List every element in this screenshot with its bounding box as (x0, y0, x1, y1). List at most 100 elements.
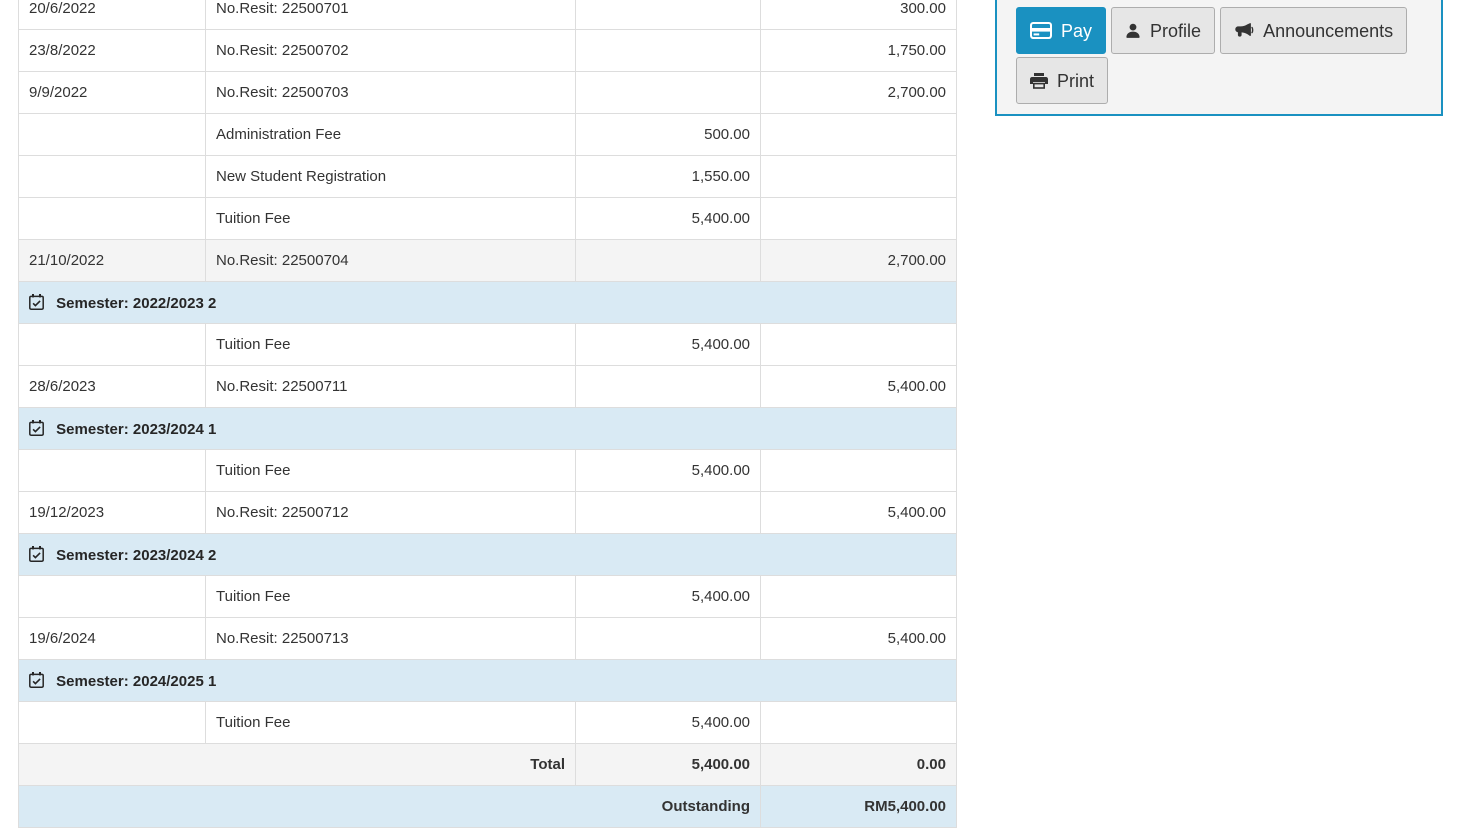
fee-charge-cell (575, 617, 761, 660)
fee-description-cell: No.Resit: 22500713 (205, 617, 576, 660)
fee-payment-cell: 300.00 (760, 0, 957, 30)
fee-row: 28/6/2023 No.Resit: 22500711 5,400.00 (18, 365, 957, 408)
printer-icon (1030, 72, 1048, 89)
fee-date-cell: 28/6/2023 (18, 365, 206, 408)
calendar-check-icon (29, 293, 44, 310)
semester-label: Semester: 2023/2024 2 (56, 546, 217, 564)
fee-row: 9/9/2022 No.Resit: 22500703 2,700.00 (18, 71, 957, 114)
pay-button[interactable]: Pay (1016, 7, 1107, 54)
fee-payment-cell (760, 449, 957, 492)
print-button[interactable]: Print (1016, 57, 1109, 104)
fee-date-cell (18, 323, 206, 366)
fee-charge-cell (575, 29, 761, 72)
semester-row: Semester: 2024/2025 1 (18, 659, 957, 702)
print-button-label: Print (1057, 70, 1095, 91)
semester-header-cell: Semester: 2023/2024 1 (18, 407, 957, 450)
fee-row: 20/6/2022 No.Resit: 22500701 300.00 (18, 0, 957, 30)
semester-label: Semester: 2024/2025 1 (56, 672, 217, 690)
fee-row: 19/6/2024 No.Resit: 22500713 5,400.00 (18, 617, 957, 660)
outstanding-label-cell: Outstanding (18, 785, 761, 828)
fee-description-cell: Tuition Fee (205, 323, 576, 366)
fee-date-cell (18, 449, 206, 492)
fee-charge-cell: 5,400.00 (575, 575, 761, 618)
fee-charge-cell (575, 239, 761, 282)
fee-date-cell (18, 197, 206, 240)
fee-date-cell (18, 575, 206, 618)
fee-date-cell: 20/6/2022 (18, 0, 206, 30)
profile-button[interactable]: Profile (1111, 7, 1216, 54)
announcements-button-label: Announcements (1263, 20, 1394, 41)
semester-row: Semester: 2023/2024 2 (18, 533, 957, 576)
semester-header-cell: Semester: 2024/2025 1 (18, 659, 957, 702)
fee-date-cell: 19/6/2024 (18, 617, 206, 660)
semester-row: Semester: 2023/2024 1 (18, 407, 957, 450)
fee-charge-cell: 5,400.00 (575, 701, 761, 744)
fee-row: Tuition Fee 5,400.00 (18, 449, 957, 492)
fee-description-cell: Tuition Fee (205, 575, 576, 618)
fee-charge-cell (575, 0, 761, 30)
fee-payment-cell: 5,400.00 (760, 617, 957, 660)
fee-description-cell: Tuition Fee (205, 701, 576, 744)
fee-payment-cell (760, 575, 957, 618)
pay-button-label: Pay (1061, 20, 1093, 41)
calendar-check-icon (29, 419, 44, 436)
semester-header-cell: Semester: 2023/2024 2 (18, 533, 957, 576)
fee-description-cell: No.Resit: 22500712 (205, 491, 576, 534)
fee-charge-cell (575, 71, 761, 114)
fee-row: Tuition Fee 5,400.00 (18, 197, 957, 240)
fee-charge-cell (575, 365, 761, 408)
total-charge-cell: 5,400.00 (575, 743, 761, 786)
fee-charge-cell (575, 491, 761, 534)
fee-date-cell: 23/8/2022 (18, 29, 206, 72)
actions-panel: Pay Profile Announcements Print (995, 0, 1443, 116)
semester-row: Semester: 2022/2023 2 (18, 281, 957, 324)
fee-payment-cell: 2,700.00 (760, 239, 957, 282)
fee-date-cell: 21/10/2022 (18, 239, 206, 282)
fee-payment-cell: 1,750.00 (760, 29, 957, 72)
fee-charge-cell: 5,400.00 (575, 323, 761, 366)
outstanding-row: Outstanding RM5,400.00 (18, 785, 957, 828)
fee-statement-table: 20/6/2022 No.Resit: 22500701 300.00 23/8/20… (18, 0, 957, 828)
fee-charge-cell: 1,550.00 (575, 155, 761, 198)
semester-header-cell: Semester: 2022/2023 2 (18, 281, 957, 324)
fee-date-cell (18, 155, 206, 198)
fee-payment-cell: 5,400.00 (760, 365, 957, 408)
fee-payment-cell: 5,400.00 (760, 491, 957, 534)
announcements-button[interactable]: Announcements (1220, 7, 1408, 54)
fee-date-cell: 19/12/2023 (18, 491, 206, 534)
fee-row: 21/10/2022 No.Resit: 22500704 2,700.00 (18, 239, 957, 282)
fee-payment-cell (760, 155, 957, 198)
fee-row: Tuition Fee 5,400.00 (18, 323, 957, 366)
fee-row: 19/12/2023 No.Resit: 22500712 5,400.00 (18, 491, 957, 534)
fee-description-cell: New Student Registration (205, 155, 576, 198)
fee-payment-cell (760, 323, 957, 366)
profile-button-label: Profile (1150, 20, 1202, 41)
total-row: Total 5,400.00 0.00 (18, 743, 957, 786)
user-icon (1125, 23, 1141, 39)
fee-description-cell: Administration Fee (205, 113, 576, 156)
fee-payment-cell (760, 701, 957, 744)
fee-description-cell: No.Resit: 22500703 (205, 71, 576, 114)
total-label-cell: Total (18, 743, 576, 786)
fee-description-cell: No.Resit: 22500702 (205, 29, 576, 72)
fee-charge-cell: 5,400.00 (575, 197, 761, 240)
fee-payment-cell (760, 113, 957, 156)
fee-date-cell: 9/9/2022 (18, 71, 206, 114)
fee-date-cell (18, 113, 206, 156)
fee-description-cell: Tuition Fee (205, 449, 576, 492)
fee-payment-cell: 2,700.00 (760, 71, 957, 114)
fee-payment-cell (760, 197, 957, 240)
calendar-check-icon (29, 545, 44, 562)
fee-charge-cell: 5,400.00 (575, 449, 761, 492)
credit-card-icon (1030, 22, 1052, 39)
bullhorn-icon (1234, 22, 1254, 39)
fee-row: 23/8/2022 No.Resit: 22500702 1,750.00 (18, 29, 957, 72)
calendar-check-icon (29, 671, 44, 688)
fee-row: Tuition Fee 5,400.00 (18, 575, 957, 618)
fee-description-cell: No.Resit: 22500704 (205, 239, 576, 282)
fee-description-cell: No.Resit: 22500711 (205, 365, 576, 408)
fee-charge-cell: 500.00 (575, 113, 761, 156)
semester-label: Semester: 2022/2023 2 (56, 294, 217, 312)
total-payment-cell: 0.00 (760, 743, 957, 786)
